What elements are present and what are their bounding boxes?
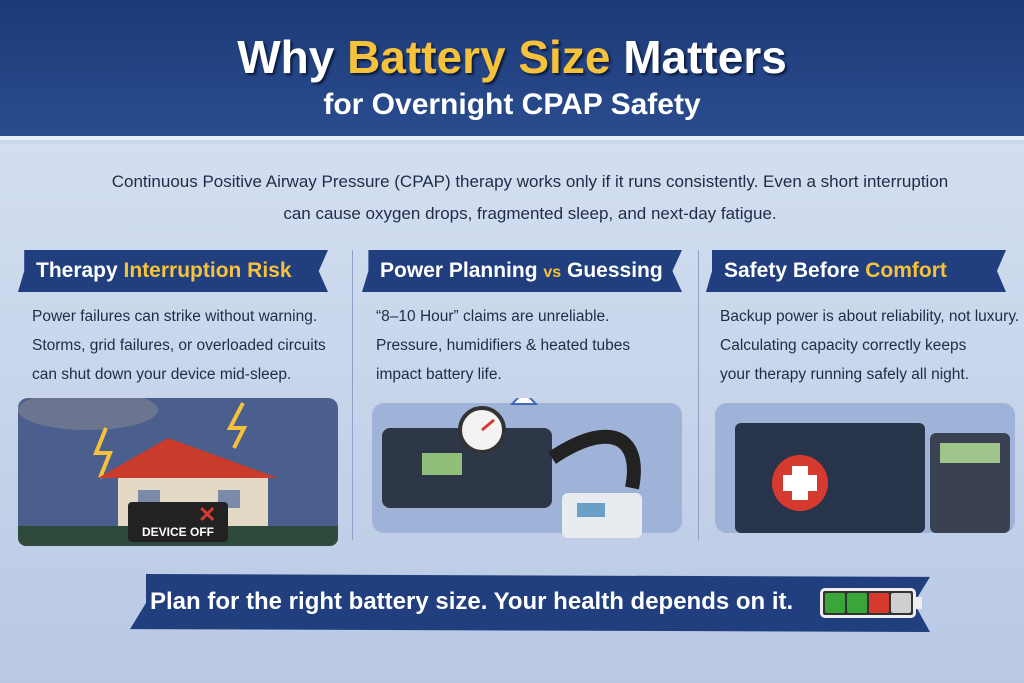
footer-banner [130,574,930,632]
header: Why Battery Size Matters for Overnight C… [0,0,1024,140]
intro-text: Continuous Positive Airway Pressure (CPA… [111,172,949,223]
divider [698,250,699,540]
divider [352,250,353,540]
column-text: “8–10 Hour” claims are unreliable. Pressu… [376,308,631,383]
column-text: Backup power is about reliability, not l… [720,308,1020,383]
device-off-label: DEVICE OFF [142,525,214,539]
x-mark-icon: ✕ [198,502,216,527]
page-subtitle: for Overnight CPAP Safety [323,88,701,121]
battery-tip [916,597,922,609]
column-interruption-risk: Therapy Interruption Risk Power failures… [18,250,348,550]
cpap-machine-illustration [372,398,682,538]
column-safety-comfort: Safety Before Comfort Backup power is ab… [706,250,1024,550]
column-banner: Safety Before Comfort [706,250,1006,292]
column-text: Power failures can strike without warnin… [32,308,326,383]
page-title: Why Battery Size Matters [237,31,787,83]
column-banner: Therapy Interruption Risk [18,250,328,292]
column-banner: Power Planning vs Guessing [362,250,682,292]
battery-calculator-illustration [715,403,1015,533]
column-power-planning: Power Planning vs Guessing “8–10 Hour” c… [362,250,692,550]
storm-house-illustration: DEVICE OFF ✕ [18,398,338,546]
battery-level-icon [820,588,916,618]
water-drop-icon [509,398,539,405]
footer-text: Plan for the right battery size. Your he… [150,588,794,615]
